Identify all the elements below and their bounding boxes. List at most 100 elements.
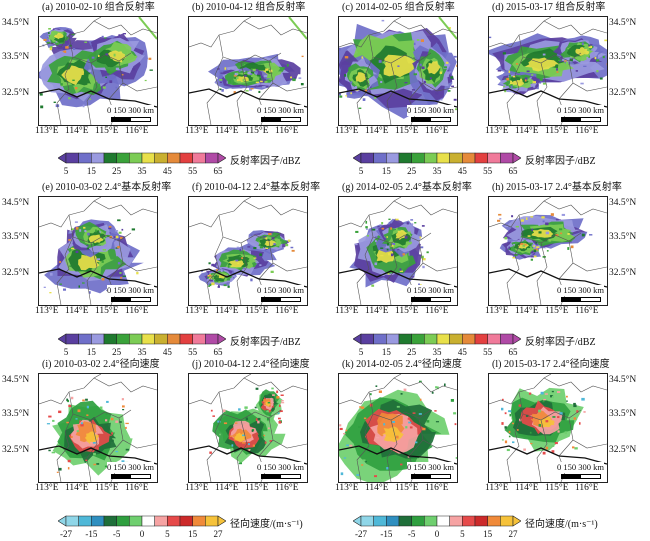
colorbar-scale	[353, 152, 521, 164]
echo-speckle	[508, 70, 511, 73]
echo-speckle	[272, 394, 275, 396]
radar-map: 0 150 300 km	[188, 373, 308, 483]
colorbar-segment	[449, 515, 463, 527]
echo-speckle	[68, 239, 71, 241]
colorbar-segment	[167, 152, 181, 164]
echo-speckle	[355, 243, 358, 246]
province-boundary	[189, 17, 307, 125]
echo-speckle	[104, 465, 108, 468]
echo-speckle	[451, 85, 454, 88]
echo-speckle	[255, 81, 260, 84]
echo-speckle	[49, 46, 53, 49]
echo-speckle	[106, 400, 109, 403]
echo-speckle	[89, 98, 91, 101]
echo-speckle	[77, 409, 81, 413]
echo-speckle	[69, 265, 72, 267]
echo-speckle	[223, 422, 228, 425]
echo-speckle	[239, 86, 243, 89]
clutter-line	[438, 17, 457, 40]
colorbar-segment	[154, 152, 168, 164]
echo-speckle	[396, 405, 400, 408]
echo-speckle	[579, 422, 581, 425]
colorbar-tick: -27	[355, 529, 367, 539]
echo-speckle	[80, 423, 84, 427]
echo-speckle	[551, 450, 555, 453]
scale-bar-label: 0 150 300 km	[257, 462, 304, 473]
echo-speckle	[259, 264, 262, 266]
echo-speckle	[531, 228, 533, 232]
echo-speckle	[242, 78, 245, 82]
echo-speckle	[274, 237, 277, 239]
echo-speckle	[516, 429, 519, 431]
echo-speckle	[377, 226, 380, 228]
echo-speckle	[580, 82, 584, 85]
echo-speckle	[144, 79, 147, 82]
colorbar-segment	[65, 515, 79, 527]
echo-speckle	[411, 276, 415, 278]
echo-speckle	[48, 32, 50, 34]
lon-tick: 113°E	[335, 483, 359, 493]
echo-speckle	[415, 441, 418, 444]
colorbar-segment	[500, 152, 514, 164]
colorbar-segment	[65, 333, 79, 345]
echo-speckle	[122, 405, 125, 408]
echo-speckle	[43, 38, 47, 41]
colorbar-segment	[78, 515, 92, 527]
echo-speckle	[224, 67, 227, 70]
echo-speckle	[390, 227, 393, 230]
echo-speckle	[556, 219, 559, 221]
echo-speckle	[514, 254, 518, 256]
echo-speckle	[66, 421, 70, 424]
lat-tick: 33.5°N	[2, 232, 30, 242]
colorbar-tick: 65	[213, 347, 223, 357]
panel-title: (i) 2010-03-02 2.4°径向速度	[42, 359, 160, 370]
echo-speckle	[524, 244, 527, 246]
colorbar-scale	[353, 333, 521, 345]
echo-speckle	[86, 414, 89, 417]
echo-speckle	[235, 77, 239, 80]
echo-speckle	[347, 72, 349, 75]
echo-speckle	[414, 222, 417, 224]
echo-speckle	[48, 28, 51, 30]
echo-speckle	[101, 278, 105, 281]
scale-bar-label: 0 150 300 km	[257, 285, 304, 296]
echo-speckle	[219, 79, 223, 81]
echo-speckle	[105, 419, 108, 422]
echo-speckle	[567, 232, 570, 235]
colorbar-tick: 15	[188, 529, 198, 539]
echo-speckle	[544, 393, 548, 395]
colorbar-segment	[487, 152, 501, 164]
echo-speckle	[260, 76, 263, 79]
echo-speckle	[392, 421, 396, 423]
echo-speckle	[440, 99, 443, 101]
echo-speckle	[524, 77, 528, 80]
echo-speckle	[456, 64, 457, 68]
echo-speckle	[298, 77, 302, 79]
echo-speckle	[66, 398, 69, 402]
echo-speckle	[371, 284, 375, 287]
echo-speckle	[551, 390, 554, 393]
main-boundary	[39, 445, 157, 465]
echo-speckle	[255, 387, 259, 390]
echo-speckle	[551, 445, 555, 447]
echo-speckle	[378, 60, 382, 63]
scale-bar	[111, 474, 151, 479]
echo-speckle	[550, 395, 554, 398]
echo-speckle	[63, 47, 65, 51]
main-boundary	[39, 268, 157, 288]
echo-speckle	[410, 219, 414, 221]
colorbar-arrow-right	[512, 152, 521, 164]
echo-speckle	[253, 247, 257, 250]
echo-speckle	[588, 44, 591, 47]
echo-speckle	[594, 56, 597, 60]
echo-speckle	[85, 398, 88, 401]
echo-speckle	[78, 285, 81, 288]
echo-speckle	[454, 55, 457, 58]
echo-speckle	[255, 71, 258, 74]
echo-speckle	[420, 255, 424, 259]
echo-speckle	[569, 58, 573, 62]
echo-speckle	[243, 249, 245, 252]
echo-speckle	[369, 393, 372, 396]
echo-speckle	[375, 436, 380, 439]
echo-speckle	[209, 274, 211, 276]
